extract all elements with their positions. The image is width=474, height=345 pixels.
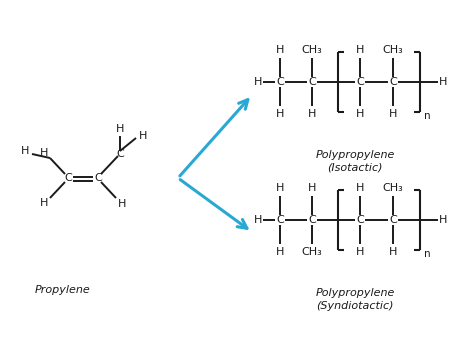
Text: H: H: [356, 109, 364, 119]
Text: CH₃: CH₃: [383, 45, 403, 55]
Text: H: H: [356, 247, 364, 257]
Text: H: H: [308, 183, 316, 193]
Text: H: H: [254, 77, 262, 87]
Text: H: H: [40, 198, 48, 208]
Text: C: C: [94, 173, 102, 183]
Text: H: H: [40, 148, 48, 158]
Text: H: H: [356, 183, 364, 193]
Text: C: C: [308, 77, 316, 87]
Text: C: C: [64, 173, 72, 183]
Text: Propylene: Propylene: [35, 285, 91, 295]
Text: H: H: [389, 247, 397, 257]
Text: H: H: [276, 183, 284, 193]
Text: n: n: [424, 111, 430, 121]
Text: H: H: [308, 109, 316, 119]
Text: C: C: [308, 215, 316, 225]
Text: C: C: [356, 215, 364, 225]
Text: (Isotactic): (Isotactic): [327, 163, 383, 173]
Text: H: H: [139, 131, 147, 141]
Text: H: H: [116, 124, 124, 134]
Text: H: H: [21, 146, 29, 156]
Text: H: H: [276, 45, 284, 55]
Text: H: H: [276, 109, 284, 119]
Text: CH₃: CH₃: [301, 45, 322, 55]
Text: Polypropylene: Polypropylene: [315, 150, 395, 160]
Text: H: H: [254, 215, 262, 225]
Text: CH₃: CH₃: [301, 247, 322, 257]
Text: C: C: [356, 77, 364, 87]
Text: CH₃: CH₃: [383, 183, 403, 193]
Text: C: C: [116, 149, 124, 159]
Text: H: H: [389, 109, 397, 119]
Text: (Syndiotactic): (Syndiotactic): [316, 301, 394, 311]
Text: C: C: [276, 77, 284, 87]
Text: C: C: [389, 215, 397, 225]
Text: C: C: [389, 77, 397, 87]
Text: n: n: [424, 249, 430, 259]
Text: H: H: [356, 45, 364, 55]
Text: H: H: [118, 199, 126, 209]
Text: Polypropylene: Polypropylene: [315, 288, 395, 298]
Text: H: H: [439, 215, 447, 225]
Text: H: H: [439, 77, 447, 87]
Text: H: H: [276, 247, 284, 257]
Text: C: C: [276, 215, 284, 225]
